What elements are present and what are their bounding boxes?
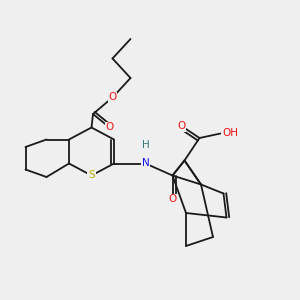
Text: O: O xyxy=(177,121,186,131)
Text: OH: OH xyxy=(222,128,238,139)
Text: N: N xyxy=(142,158,149,169)
Text: O: O xyxy=(105,122,114,133)
Text: H: H xyxy=(142,140,149,151)
Text: O: O xyxy=(108,92,117,103)
Text: S: S xyxy=(88,170,95,181)
Text: O: O xyxy=(168,194,177,205)
